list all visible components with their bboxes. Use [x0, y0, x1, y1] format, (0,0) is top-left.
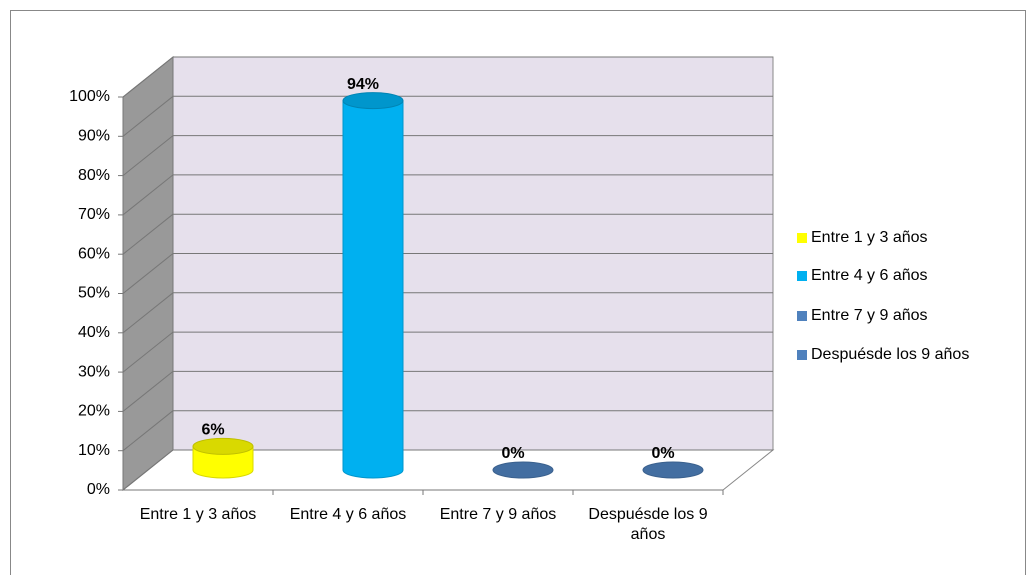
bar-top	[192, 437, 254, 455]
y-tick-label: 90%	[78, 128, 110, 145]
y-tick-label: 50%	[78, 285, 110, 302]
bar	[192, 445, 254, 479]
bar-top	[642, 461, 704, 479]
value-label: 94%	[347, 76, 379, 93]
grid-line-side	[122, 253, 174, 294]
grid-line-side	[122, 292, 174, 334]
y-tick-label: 80%	[78, 167, 110, 184]
grid-line-side	[122, 331, 174, 373]
grid-line-side	[122, 135, 174, 176]
legend-label: Entre 7 y 9 años	[811, 307, 928, 324]
grid-line-side	[122, 56, 174, 98]
legend-swatch	[797, 233, 807, 243]
grid-line-side	[122, 95, 174, 137]
legend-label: Despuésde los 9 años	[811, 346, 969, 363]
x-tick-label: Entre 4 y 6 años	[289, 506, 407, 523]
y-tick-label: 20%	[78, 403, 110, 420]
legend-swatch	[797, 271, 807, 281]
bar	[342, 100, 404, 479]
y-tick-label: 70%	[78, 206, 110, 223]
y-tick-label: 0%	[87, 481, 110, 498]
value-label: 0%	[501, 445, 524, 462]
grid-line-side	[122, 174, 174, 216]
bar-top	[342, 92, 404, 110]
x-tick-label: Despuésde los 9 años	[588, 506, 708, 543]
legend-label: Entre 1 y 3 años	[811, 229, 928, 246]
value-label: 0%	[651, 445, 674, 462]
x-tick-label: Entre 1 y 3 años	[139, 506, 257, 523]
y-tick-label: 10%	[78, 442, 110, 459]
y-tick-label: 40%	[78, 324, 110, 341]
bar-top	[492, 461, 554, 479]
y-tick-label: 100%	[69, 88, 110, 105]
value-label: 6%	[201, 422, 224, 439]
frame	[10, 10, 1026, 575]
grid-line-side	[122, 213, 174, 255]
y-tick-label: 60%	[78, 245, 110, 262]
legend-swatch	[797, 350, 807, 360]
x-tick-label: Entre 7 y 9 años	[439, 506, 557, 523]
grid-line-side	[122, 410, 174, 452]
legend-swatch	[797, 311, 807, 321]
legend-label: Entre 4 y 6 años	[811, 267, 928, 284]
y-tick-label: 30%	[78, 363, 110, 380]
grid-line-side	[122, 371, 174, 412]
grid-line-side	[122, 449, 174, 491]
